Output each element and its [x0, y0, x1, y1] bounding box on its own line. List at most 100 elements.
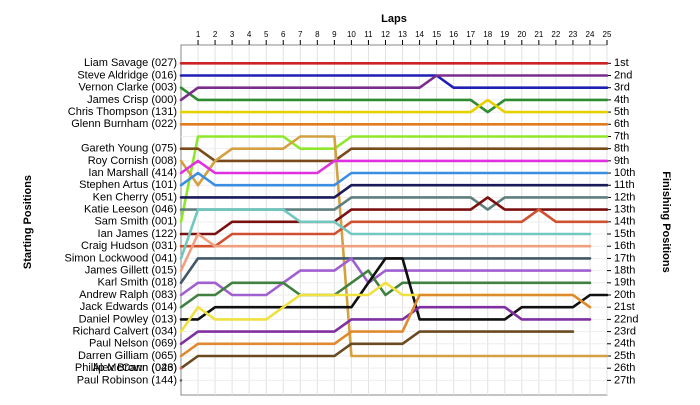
y-tick-label: 15th [614, 228, 635, 240]
y-tick-label: 25th [614, 350, 635, 362]
y-tick-label: 4th [614, 94, 629, 106]
legend-label: Phillip McCann (046) [75, 362, 177, 374]
series-line [179, 257, 592, 297]
series-line [179, 293, 592, 358]
y-tick-label: 21st [614, 301, 635, 313]
x-tick-label: 10 [347, 30, 356, 39]
x-tick-label: 12 [381, 30, 390, 39]
x-tick-label: 13 [398, 30, 407, 39]
series-line [179, 257, 609, 321]
y-tick-label: 27th [614, 374, 635, 386]
series-line [179, 135, 609, 224]
legend-label: Steve Aldridge (016) [77, 69, 177, 81]
y-tick-label: 6th [614, 118, 629, 130]
legend-label: Katie Leeson (046) [84, 204, 177, 216]
x-tick-label: 22 [551, 30, 560, 39]
chart-title: Laps [381, 13, 407, 25]
y-axis-title-left: Starting Positions [22, 175, 34, 269]
y-tick-label: 12th [614, 191, 635, 203]
x-tick-label: 23 [568, 30, 577, 39]
legend-label: Alex Brown (023) [93, 362, 177, 374]
y-tick-label: 26th [614, 362, 635, 374]
series-line [179, 86, 609, 114]
y-tick-label: 7th [614, 130, 629, 142]
y-tick-label: 8th [614, 143, 629, 155]
series-line [179, 208, 609, 248]
y-tick-label: 10th [614, 167, 635, 179]
x-tick-label: 9 [332, 30, 337, 39]
legend-label: Ian Marshall (414) [88, 167, 177, 179]
legend-label: Ian James (122) [98, 228, 177, 240]
series-line [179, 305, 592, 346]
grid [180, 40, 611, 396]
legend-label: Richard Calvert (034) [72, 325, 177, 337]
legend-label: Liam Savage (027) [84, 57, 177, 69]
series-line [179, 269, 592, 309]
series-line [179, 135, 609, 358]
series-line [179, 183, 609, 199]
legend-label: Sam Smith (001) [94, 216, 177, 228]
legend-label: Paul Nelson (069) [89, 338, 177, 350]
legend-label: Ken Cherry (051) [93, 191, 177, 203]
x-tick-label: 7 [298, 30, 303, 39]
x-tick-label: 19 [500, 30, 509, 39]
y-tick-label: 1st [614, 57, 629, 69]
y-tick-label: 3rd [614, 82, 630, 94]
x-tick-label: 3 [230, 30, 235, 39]
y-axis-title-right: Finishing Positions [660, 171, 672, 272]
legend-label: Roy Cornish (008) [88, 155, 177, 167]
legend-label: Glenn Burnham (022) [71, 118, 177, 130]
y-tick-label: 13th [614, 204, 635, 216]
y-tick-label: 22nd [614, 313, 638, 325]
legend-label: Craig Hudson (031) [81, 240, 177, 252]
y-tick-label: 23rd [614, 325, 636, 337]
y-tick-label: 5th [614, 106, 629, 118]
series-line [179, 98, 609, 114]
legend-label: Vernon Clarke (003) [79, 82, 177, 94]
x-tick-label: 5 [264, 30, 269, 39]
y-tick-label: 19th [614, 277, 635, 289]
legend-label: Andrew Ralph (083) [79, 289, 177, 301]
plot-area [180, 44, 608, 396]
x-tick-label: 25 [603, 30, 612, 39]
series-line [179, 208, 592, 260]
series-line [179, 196, 609, 236]
y-tick-label: 9th [614, 155, 629, 167]
y-tick-label: 18th [614, 265, 635, 277]
legend-label: Simon Lockwood (041) [64, 252, 177, 264]
legend-label: Daniel Powley (013) [79, 313, 177, 325]
x-tick-label: 15 [432, 30, 441, 39]
x-tick-label: 16 [449, 30, 458, 39]
x-tick-label: 17 [466, 30, 475, 39]
y-tick-label: 11th [614, 179, 635, 191]
series-line [179, 159, 609, 175]
y-tick-label: 14th [614, 216, 635, 228]
series-line [179, 74, 609, 89]
legend-label: Stephen Artus (101) [79, 179, 177, 191]
legend-label: James Crisp (000) [87, 94, 177, 106]
legend-label: Chris Thompson (131) [68, 106, 177, 118]
y-tick-label: 17th [614, 252, 635, 264]
x-tick-label: 20 [517, 30, 526, 39]
x-tick-label: 18 [483, 30, 492, 39]
x-tick-label: 24 [586, 30, 595, 39]
legend-label: Gareth Young (075) [81, 143, 177, 155]
series-line [179, 330, 575, 370]
lines [179, 62, 609, 382]
x-tick-label: 8 [315, 30, 320, 39]
legend-label: Jack Edwards (014) [80, 301, 177, 313]
y-tick-label: 16th [614, 240, 635, 252]
y-tick-label: 2nd [614, 69, 632, 81]
x-tick-label: 2 [213, 30, 218, 39]
series-line [179, 232, 592, 272]
x-tick-label: 21 [534, 30, 543, 39]
legend-label: Darren Gilliam (065) [78, 350, 177, 362]
legend-label: Paul Robinson (144) [77, 374, 177, 386]
legend-label: James Gillett (015) [85, 265, 177, 277]
x-tick-label: 1 [196, 30, 201, 39]
series-line [179, 74, 609, 102]
x-tick-label: 14 [415, 30, 424, 39]
labels: 1 2 3 4 5 6 7 8 9 10 11 12 13 14 15 16 17 18 19 20 21 22 23 24 2… [64, 30, 638, 386]
x-tick-label: 6 [281, 30, 286, 39]
